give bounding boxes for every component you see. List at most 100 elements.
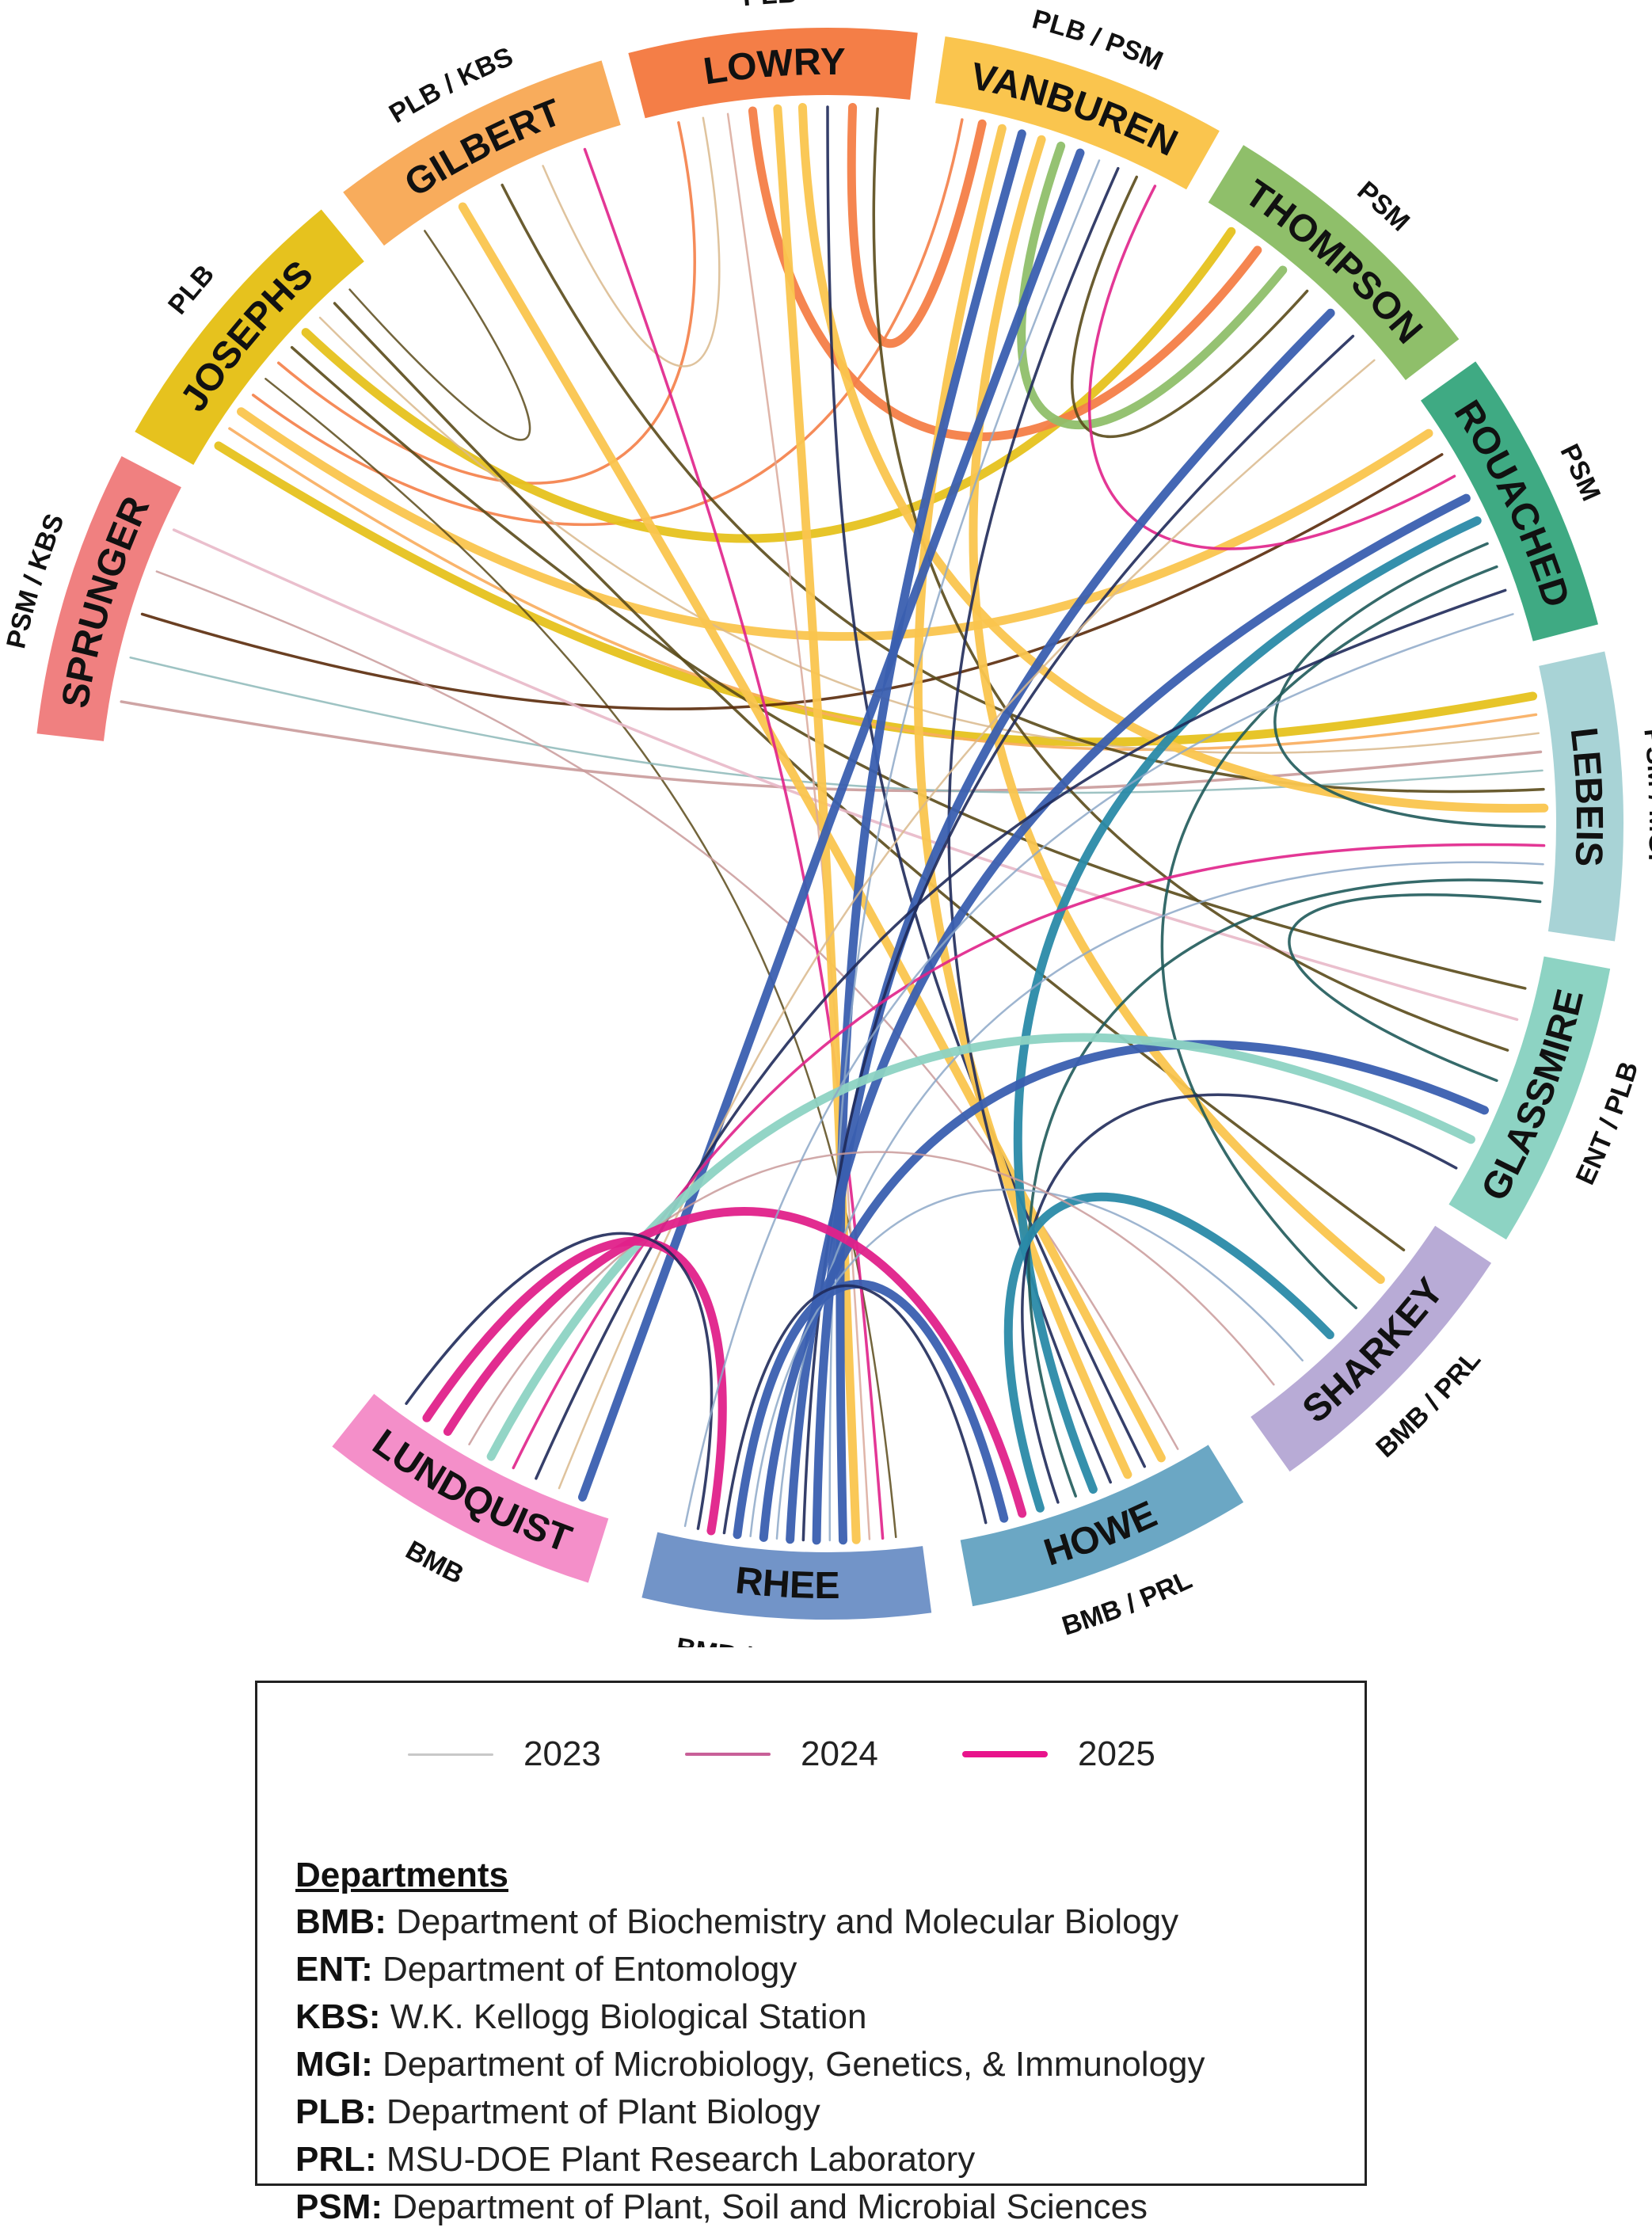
dept-name: Department of Entomology — [383, 1950, 797, 1989]
segment-dept-thompson: PSM — [1352, 176, 1416, 238]
chord-lowry-howe-2024 — [826, 105, 1147, 1468]
chord-howe-rhee-2024 — [722, 1284, 988, 1535]
chord-vanburen-rouached-2024 — [1087, 185, 1456, 550]
chord-glassmire-rhee-2025 — [759, 1040, 1489, 1542]
segment-vanburen — [934, 36, 1220, 190]
segment-dept-rouached: PSM — [1554, 440, 1606, 505]
chord-sprunger-howe-2023 — [155, 570, 1179, 1450]
segment-dept-lundquist: BMB — [401, 1535, 469, 1590]
chord-josephs-thompson-2025 — [301, 227, 1236, 543]
legend-label-2024: 2024 — [801, 1734, 878, 1773]
legend-label-2025: 2025 — [1078, 1734, 1155, 1773]
chord-rhee-rouached-2023 — [683, 613, 1514, 1528]
chord-sprunger-lebeis-2024 — [120, 700, 1543, 793]
chord-howe-rhee-2025 — [733, 1280, 1009, 1540]
segment-dept-lebeis: PSM / MGI — [1638, 727, 1652, 862]
year-legend: 2023 2024 2025 — [408, 1730, 1279, 1778]
chord-lowry-vanburen-2025 — [847, 103, 987, 348]
departments-list: BMB: Department of Biochemistry and Mole… — [295, 1898, 1205, 2231]
dept-row-prl: PRL: MSU-DOE Plant Research Laboratory — [295, 2136, 1205, 2183]
chord-vanburen-howe-2025 — [913, 124, 1132, 1479]
segment-name-lebeis: LEBEIS — [1563, 725, 1610, 867]
segment-rouached — [1420, 361, 1598, 642]
segment-sharkey — [1250, 1225, 1492, 1472]
dept-name: MSU-DOE Plant Research Laboratory — [386, 2140, 976, 2179]
chord-vanburen-thompson-2025 — [1017, 141, 1288, 429]
segment-dept-josephs: PLB — [162, 259, 220, 320]
chord-josephs-vanburen-2024 — [251, 118, 964, 527]
dept-row-kbs: KBS: W.K. Kellogg Biological Station — [295, 1993, 1205, 2041]
segment-lundquist — [332, 1393, 609, 1583]
legend-line-2024 — [685, 1753, 771, 1756]
segment-lebeis — [1539, 651, 1623, 942]
dept-row-bmb: BMB: Department of Biochemistry and Mole… — [295, 1898, 1205, 1946]
dept-row-mgi: MGI: Department of Microbiology, Genetic… — [295, 2041, 1205, 2088]
segment-dept-rhee: BMB / PLB / PSM — [674, 1632, 893, 1647]
segment-name-rhee: RHEE — [733, 1559, 839, 1607]
segment-name-thompson: THOMPSON — [1237, 172, 1430, 352]
chord-sprunger-rouached-2024 — [140, 453, 1444, 710]
chord-josephs-lebeis-2023 — [318, 316, 1540, 754]
chord-gilbert-lowry-2023 — [542, 116, 721, 367]
chord-josephs-glassmire-2024 — [290, 345, 1527, 990]
segments-layer — [36, 28, 1623, 1620]
segment-glassmire — [1448, 956, 1611, 1240]
chord-glassmire-lundquist-2025 — [486, 1033, 1475, 1461]
segment-sprunger — [36, 455, 181, 741]
chord-thompson-lundquist-2023 — [558, 359, 1376, 1490]
chord-josephs-rouached-2025 — [236, 407, 1433, 642]
chord-vanburen-sharkey-2025 — [969, 135, 1385, 1285]
chord-lebeis-lundquist-2024 — [512, 843, 1546, 1470]
dept-abbr: PLB: — [295, 2092, 377, 2131]
chord-rouached-howe-2025 — [1013, 516, 1482, 1494]
legend-box: 2023 2024 2025 Departments BMB: Departme… — [255, 1681, 1367, 2226]
segment-josephs — [135, 209, 364, 465]
segment-dept-lowry: PLB — [741, 0, 797, 12]
legend-item-2024: 2024 — [685, 1730, 878, 1778]
dept-row-psm: PSM: Department of Plant, Soil and Micro… — [295, 2183, 1205, 2231]
chord-howe-lundquist-2025 — [443, 1207, 1027, 1518]
chord-rouached-lundquist-2024 — [535, 588, 1507, 1480]
chord-josephs-rhee-2023 — [265, 378, 897, 1539]
dept-name: W.K. Kellogg Biological Station — [390, 1997, 867, 2036]
dept-name: Department of Microbiology, Genetics, & … — [383, 2045, 1205, 2084]
segment-lowry — [628, 28, 918, 119]
dept-name: Department of Plant Biology — [386, 2092, 820, 2131]
dept-row-plb: PLB: Department of Plant Biology — [295, 2088, 1205, 2136]
chord-lowry-glassmire-2024 — [872, 107, 1509, 1052]
chord-lebeis-glassmire-2024 — [1288, 893, 1542, 1083]
chord-lowry-lebeis-2025 — [797, 103, 1549, 813]
chord-josephs-lebeis-2024 — [228, 427, 1538, 752]
dept-abbr: BMB: — [295, 1902, 386, 1941]
dept-abbr: PSM: — [295, 2187, 383, 2226]
chord-lebeis-howe-2024 — [1027, 878, 1544, 1498]
legend-item-2023: 2023 — [408, 1730, 601, 1778]
chord-lowry-rhee-2025 — [773, 104, 861, 1544]
segment-howe — [960, 1445, 1244, 1607]
dept-abbr: MGI: — [295, 2045, 373, 2084]
chord-sharkey-rhee-2023 — [749, 1188, 1304, 1537]
legend-item-2025: 2025 — [962, 1730, 1155, 1778]
dept-abbr: PRL: — [295, 2140, 377, 2179]
departments-title: Departments — [295, 1856, 508, 1894]
chords-layer — [120, 103, 1549, 1545]
legend-label-2023: 2023 — [523, 1734, 601, 1773]
dept-row-ent: ENT: Department of Entomology — [295, 1946, 1205, 1993]
chord-glassmire-howe-2024 — [1021, 1093, 1458, 1504]
dept-name: Department of Plant, Soil and Microbial … — [392, 2187, 1148, 2226]
chord-thompson-rhee-2025 — [812, 308, 1335, 1545]
segment-rhee — [641, 1532, 932, 1620]
chord-sharkey-lundquist-2023 — [468, 1151, 1275, 1445]
dept-abbr: KBS: — [295, 1997, 381, 2036]
legend-line-2025 — [962, 1751, 1048, 1757]
chord-rouached-sharkey-2024 — [1160, 565, 1498, 1310]
chord-rouached-lebeis-2024 — [1273, 542, 1546, 828]
chord-sharkey-howe-2025 — [1003, 1192, 1334, 1513]
segment-thompson — [1208, 145, 1460, 380]
chord-rhee-lundquist-2024 — [405, 1232, 714, 1530]
legend-line-2023 — [408, 1753, 493, 1756]
segment-gilbert — [343, 60, 621, 246]
dept-abbr: ENT: — [295, 1950, 373, 1989]
dept-name: Department of Biochemistry and Molecular… — [396, 1902, 1179, 1941]
